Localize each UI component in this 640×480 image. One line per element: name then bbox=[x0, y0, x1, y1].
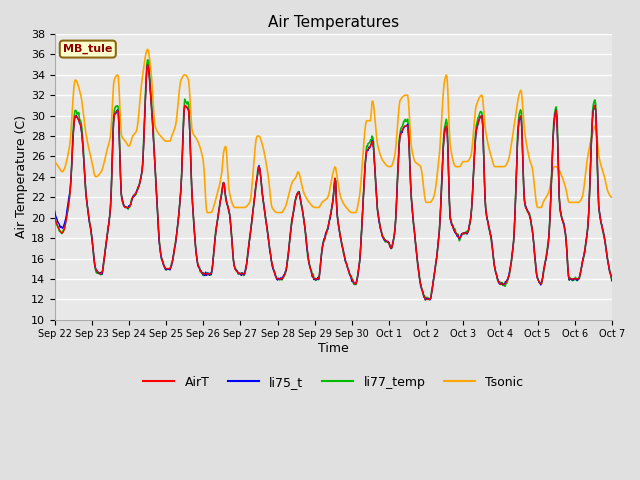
li77_temp bbox=[435, 228, 443, 234]
Legend: AirT, li75_t, li77_temp, Tsonic: AirT, li75_t, li77_temp, Tsonic bbox=[138, 371, 529, 394]
AirT bbox=[422, 297, 430, 302]
Tsonic bbox=[51, 159, 59, 165]
li75_t bbox=[174, 221, 182, 227]
Tsonic bbox=[381, 160, 388, 166]
Tsonic bbox=[198, 151, 205, 156]
Tsonic bbox=[174, 104, 182, 109]
li77_temp bbox=[174, 221, 182, 227]
li75_t bbox=[435, 228, 443, 234]
Y-axis label: Air Temperature (C): Air Temperature (C) bbox=[15, 115, 28, 239]
Tsonic bbox=[144, 47, 152, 52]
AirT bbox=[380, 236, 387, 241]
Tsonic bbox=[204, 210, 211, 216]
li75_t bbox=[144, 62, 152, 68]
Tsonic bbox=[608, 194, 616, 200]
Title: Air Temperatures: Air Temperatures bbox=[268, 15, 399, 30]
AirT bbox=[174, 222, 182, 228]
li75_t bbox=[426, 297, 434, 303]
li77_temp bbox=[144, 57, 152, 63]
Tsonic bbox=[435, 152, 443, 158]
li75_t bbox=[380, 236, 387, 241]
li77_temp bbox=[559, 217, 566, 223]
li77_temp bbox=[422, 297, 429, 303]
li77_temp bbox=[198, 270, 205, 276]
X-axis label: Time: Time bbox=[318, 342, 349, 355]
Line: Tsonic: Tsonic bbox=[55, 49, 612, 213]
AirT bbox=[435, 228, 443, 234]
Line: li77_temp: li77_temp bbox=[55, 60, 612, 300]
li75_t bbox=[198, 270, 205, 276]
AirT bbox=[608, 276, 616, 282]
Text: MB_tule: MB_tule bbox=[63, 44, 113, 54]
Tsonic bbox=[326, 185, 334, 191]
Line: li75_t: li75_t bbox=[55, 65, 612, 300]
Tsonic bbox=[559, 175, 566, 180]
li77_temp bbox=[51, 215, 59, 221]
AirT bbox=[559, 217, 566, 223]
AirT bbox=[51, 215, 59, 221]
li75_t bbox=[559, 216, 566, 222]
AirT bbox=[326, 217, 333, 223]
li77_temp bbox=[380, 235, 387, 240]
li75_t bbox=[51, 208, 59, 214]
AirT bbox=[198, 270, 205, 276]
li75_t bbox=[326, 217, 333, 223]
li75_t bbox=[608, 277, 616, 283]
li77_temp bbox=[326, 217, 333, 223]
AirT bbox=[144, 62, 152, 68]
Line: AirT: AirT bbox=[55, 65, 612, 300]
li77_temp bbox=[608, 278, 616, 284]
